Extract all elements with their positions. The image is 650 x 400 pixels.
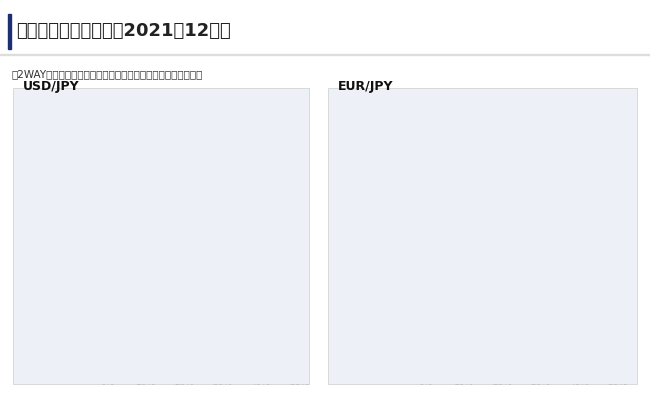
Bar: [107, 220, 214, 231]
Text: 「2WAY注文」における約定時のスリッページ幅の割合を表示！: 「2WAY注文」における約定時のスリッページ幅の割合を表示！: [12, 69, 203, 79]
Bar: [107, 200, 109, 212]
Bar: [426, 200, 428, 212]
Text: USD/JPY: USD/JPY: [23, 80, 79, 93]
Bar: [107, 239, 272, 250]
Bar: [107, 258, 214, 270]
Bar: [426, 278, 428, 289]
Bar: [426, 239, 599, 250]
Bar: [107, 278, 109, 289]
Bar: [426, 220, 541, 231]
Text: EUR/JPY: EUR/JPY: [338, 80, 393, 93]
Text: スリッページ実績値（2021年12月）: スリッページ実績値（2021年12月）: [16, 22, 231, 40]
Bar: [426, 258, 541, 270]
